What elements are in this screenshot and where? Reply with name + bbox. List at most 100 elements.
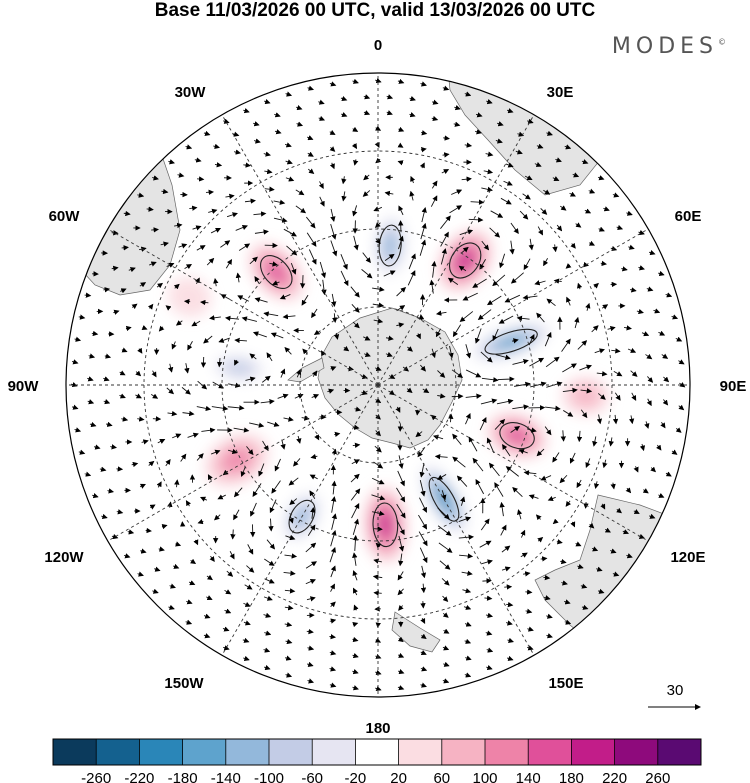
wind-vector (527, 427, 537, 433)
wind-vector (121, 245, 129, 251)
colorbar: -260 -220 -180 -140 -100 -60 -20 20 60 100 140 180 2… (52, 738, 702, 783)
wind-vector (286, 245, 298, 256)
wind-vector (552, 244, 558, 253)
wind-vector (522, 193, 531, 200)
wind-vector (485, 612, 494, 618)
wind-vector (71, 359, 79, 365)
wind-vector (527, 118, 534, 124)
wind-vector (373, 590, 382, 596)
colorbar-tick-label: 20 (390, 770, 407, 783)
wind-vector (397, 571, 404, 581)
wind-vector (318, 115, 326, 121)
wind-vector (388, 373, 396, 379)
wind-vector (113, 309, 120, 315)
wind-vector (352, 685, 359, 691)
wind-vector (490, 210, 504, 218)
wind-vector (243, 620, 251, 626)
wind-vector (149, 261, 157, 267)
wind-vector (293, 458, 301, 467)
wind-vector (453, 121, 461, 127)
anomaly-shade (383, 233, 397, 258)
wind-vector (512, 404, 530, 410)
wind-vector (556, 539, 563, 545)
wind-vector (361, 269, 373, 279)
wind-vector (486, 647, 494, 653)
anomaly-contour (260, 255, 293, 289)
wind-vector (678, 404, 685, 411)
wind-vector (152, 175, 159, 181)
wind-vector (284, 605, 294, 611)
wind-vector (580, 583, 588, 589)
wind-vector (536, 312, 545, 323)
wind-vector (555, 157, 562, 163)
wind-vector (588, 240, 595, 246)
wind-vector (420, 364, 426, 372)
colorbar-swatch (528, 739, 572, 765)
wind-vector (168, 604, 175, 610)
wind-vector (528, 333, 535, 346)
wind-vector (649, 513, 656, 519)
wind-vector (570, 242, 576, 249)
new-zealand-landmass (391, 611, 441, 653)
colorbar-swatch (225, 739, 270, 765)
wind-vector (340, 270, 349, 287)
wind-vector (235, 272, 242, 283)
wind-vector (350, 473, 360, 483)
wind-vector (480, 398, 498, 405)
wind-vector (636, 308, 644, 315)
wind-vector (547, 496, 556, 502)
wind-vector (546, 298, 556, 307)
wind-vector (536, 448, 545, 457)
wind-vector (500, 197, 512, 205)
wind-vector (264, 186, 275, 192)
wind-vector (361, 373, 368, 380)
wind-vector (329, 650, 337, 656)
wind-vector (420, 666, 428, 672)
wind-vector (409, 95, 416, 102)
wind-vector (294, 393, 304, 399)
wind-vector (597, 393, 606, 400)
wind-vector (71, 404, 79, 410)
wind-vector (375, 397, 382, 403)
wind-vector (285, 176, 295, 182)
wind-vector (462, 292, 478, 301)
wind-vector (140, 548, 147, 554)
wind-vector (576, 479, 582, 489)
wind-vector (205, 189, 215, 195)
wind-vector (246, 446, 254, 456)
wind-vector (307, 678, 315, 684)
wind-vector (481, 377, 499, 383)
wind-vector (353, 587, 358, 596)
wind-vector (443, 135, 450, 141)
wind-vector (662, 399, 669, 406)
wind-vector (327, 388, 335, 394)
wind-vector (653, 308, 661, 314)
wind-vector (451, 369, 464, 378)
wind-vector (454, 105, 461, 111)
wind-vector (329, 633, 337, 640)
wind-vector (188, 580, 196, 586)
wind-vector (661, 353, 669, 359)
colorbar-tick-label: 260 (645, 770, 670, 783)
wind-vector (577, 282, 583, 290)
wind-vector (540, 475, 552, 481)
wind-vector (420, 601, 426, 609)
wind-vector (601, 304, 609, 310)
wind-vector (279, 293, 291, 300)
wind-vector (203, 633, 211, 639)
wind-vector (329, 129, 336, 135)
wind-vector (246, 565, 255, 573)
wind-vector (329, 546, 337, 563)
wind-vector (218, 337, 230, 343)
wind-vector (313, 329, 321, 336)
wind-vector (495, 354, 511, 360)
wind-vector (607, 325, 616, 332)
wind-vector (330, 565, 336, 578)
wind-vector (650, 466, 656, 473)
wind-vector (284, 553, 298, 559)
wind-vector (374, 445, 382, 453)
wind-vector (537, 226, 543, 236)
wind-vector (319, 261, 327, 279)
wind-vector (273, 217, 288, 223)
wind-vector (363, 351, 371, 357)
